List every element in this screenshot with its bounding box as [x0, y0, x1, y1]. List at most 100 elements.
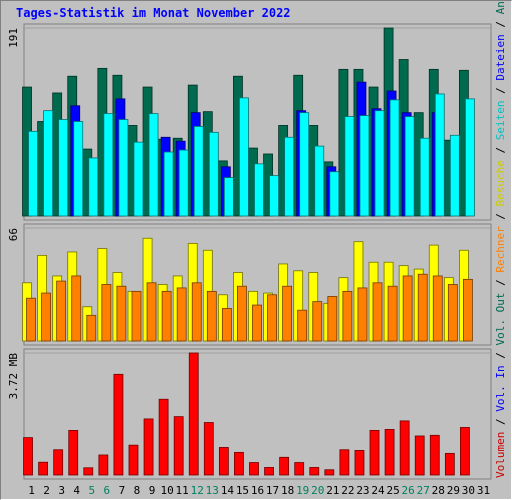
- x-tick-label-8: 8: [134, 484, 141, 497]
- right-legend: Volumen / Vol. In / Vol. Out / Rechner /…: [494, 0, 507, 478]
- x-tick-label-13: 13: [206, 484, 219, 497]
- bar-seiten-27: [419, 137, 430, 217]
- bar-seiten-23: [359, 115, 370, 217]
- ymax-label-top: 191: [7, 28, 20, 48]
- bar-rechner-27: [417, 273, 428, 342]
- x-tick-label-22: 22: [341, 484, 354, 497]
- bar-volumen-28: [429, 434, 440, 476]
- bar-volumen-2: [38, 461, 48, 476]
- bar-seiten-29: [449, 134, 460, 217]
- chart-title: Tages-Statistik im Monat November 2022: [16, 6, 291, 20]
- legend-item-10: Seiten: [494, 100, 507, 140]
- bar-seiten-14: [223, 177, 234, 217]
- x-tick-label-14: 14: [221, 484, 235, 497]
- x-tick-label-2: 2: [43, 484, 50, 497]
- bar-rechner-6: [101, 284, 112, 342]
- bar-rechner-18: [282, 285, 293, 342]
- x-tick-label-31: 31: [477, 484, 490, 497]
- bar-volumen-22: [339, 449, 350, 476]
- bar-seiten-7: [118, 119, 129, 217]
- x-tick-label-21: 21: [326, 484, 339, 497]
- legend-item-9: /: [494, 140, 507, 160]
- ymax-label-middle: 66: [7, 228, 20, 241]
- bar-volumen-1: [23, 437, 33, 476]
- x-tick-label-23: 23: [356, 484, 369, 497]
- bar-rechner-29: [447, 284, 458, 342]
- bar-rechner-28: [432, 275, 443, 342]
- x-tick-label-1: 1: [28, 484, 35, 497]
- bar-seiten-22: [344, 116, 355, 217]
- bar-rechner-24: [372, 282, 383, 342]
- x-tick-label-12: 12: [191, 484, 204, 497]
- bar-rechner-16: [252, 304, 262, 342]
- bar-seiten-16: [254, 163, 264, 217]
- x-tick-label-24: 24: [371, 484, 385, 497]
- bar-seiten-9: [148, 113, 159, 217]
- bar-rechner-8: [131, 290, 142, 342]
- x-tick-label-19: 19: [296, 484, 309, 497]
- bar-volumen-24: [369, 429, 380, 476]
- bar-volumen-5: [83, 467, 94, 476]
- bar-rechner-17: [267, 294, 277, 342]
- bar-seiten-12: [193, 126, 204, 217]
- bar-seiten-18: [284, 136, 295, 217]
- bar-rechner-7: [116, 285, 127, 342]
- bar-volumen-23: [354, 449, 365, 476]
- bar-volumen-15: [234, 451, 244, 476]
- bar-volumen-20: [309, 467, 320, 476]
- bar-volumen-11: [173, 416, 184, 476]
- bar-seiten-26: [404, 116, 415, 217]
- x-tick-label-26: 26: [402, 484, 415, 497]
- bar-rechner-25: [387, 285, 398, 342]
- bar-seiten-30: [464, 98, 475, 217]
- bar-rechner-12: [191, 282, 202, 342]
- x-tick-label-18: 18: [281, 484, 294, 497]
- bar-rechner-4: [71, 275, 82, 342]
- x-tick-label-25: 25: [386, 484, 399, 497]
- bar-rechner-19: [297, 309, 308, 342]
- bar-rechner-9: [146, 282, 157, 342]
- bar-rechner-3: [56, 280, 67, 342]
- bar-seiten-13: [208, 131, 219, 217]
- bar-seiten-4: [73, 121, 84, 217]
- x-tick-label-20: 20: [311, 484, 324, 497]
- bar-volumen-30: [459, 427, 470, 476]
- bar-seiten-3: [58, 119, 69, 217]
- x-tick-label-30: 30: [462, 484, 475, 497]
- bar-volumen-4: [68, 429, 79, 476]
- bar-seiten-25: [389, 99, 400, 217]
- legend-item-1: /: [494, 412, 507, 432]
- bar-rechner-15: [237, 285, 247, 342]
- legend-item-6: Rechner: [494, 226, 507, 273]
- bar-rechner-30: [462, 278, 473, 342]
- legend-item-3: /: [494, 346, 507, 366]
- x-tick-label-10: 10: [160, 484, 173, 497]
- bar-seiten-28: [434, 93, 445, 217]
- bar-volumen-12: [188, 352, 199, 476]
- x-tick-label-17: 17: [266, 484, 279, 497]
- bar-volumen-14: [218, 447, 229, 476]
- bar-volumen-13: [203, 422, 214, 476]
- x-tick-label-6: 6: [104, 484, 111, 497]
- bar-rechner-5: [86, 314, 97, 342]
- bar-seiten-6: [103, 113, 114, 217]
- bar-volumen-29: [444, 452, 455, 476]
- bar-seiten-2: [43, 110, 53, 217]
- bar-seiten-21: [329, 171, 340, 217]
- legend-item-4: Vol. Out: [494, 293, 507, 346]
- x-tick-label-5: 5: [88, 484, 95, 497]
- bar-seiten-20: [314, 145, 325, 217]
- bar-seiten-10: [163, 151, 174, 217]
- bar-volumen-9: [143, 418, 154, 476]
- bar-seiten-8: [133, 141, 144, 217]
- bar-volumen-18: [279, 456, 290, 476]
- x-tick-label-29: 29: [447, 484, 460, 497]
- x-tick-label-3: 3: [58, 484, 65, 497]
- bar-volumen-3: [53, 449, 64, 476]
- bar-volumen-16: [249, 462, 259, 476]
- bar-volumen-6: [98, 454, 109, 476]
- x-tick-label-16: 16: [251, 484, 264, 497]
- ymax-label-bottom: 3.72 MB: [7, 353, 20, 400]
- bar-rechner-13: [206, 290, 217, 342]
- legend-item-14: Anfragen: [494, 0, 507, 14]
